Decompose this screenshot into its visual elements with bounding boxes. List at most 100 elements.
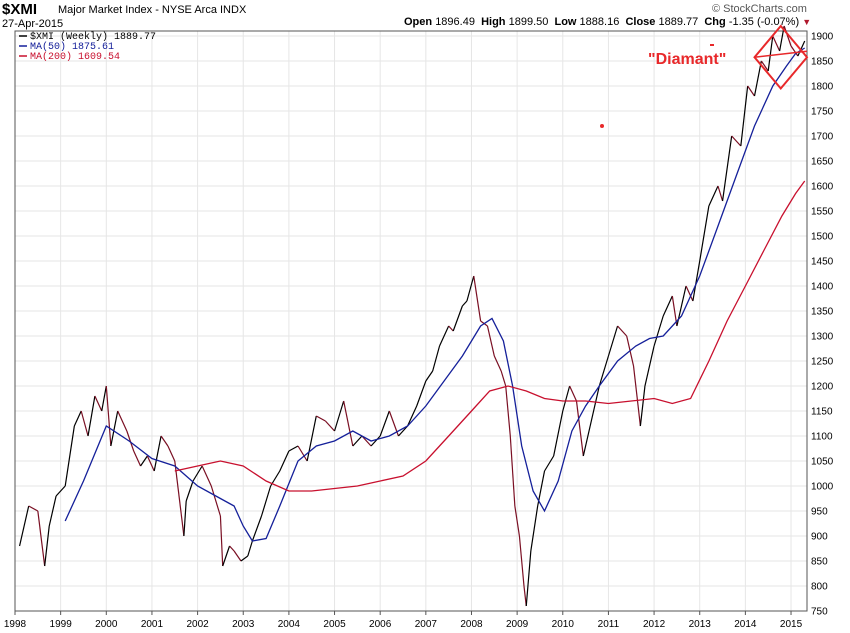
diamond-crossline bbox=[754, 50, 808, 58]
y-tick-label: 1250 bbox=[811, 357, 834, 368]
price-segment bbox=[146, 455, 155, 472]
price-segment bbox=[94, 395, 103, 412]
price-segment bbox=[767, 35, 774, 72]
price-segment bbox=[644, 345, 655, 387]
x-tick-label: 2010 bbox=[552, 619, 575, 630]
price-segment bbox=[64, 425, 75, 487]
legend-price: $XMI (Weekly) 1889.77 bbox=[30, 31, 156, 43]
y-tick-label: 1350 bbox=[811, 307, 834, 318]
x-tick-label: 2004 bbox=[278, 619, 301, 630]
y-tick-label: 750 bbox=[811, 607, 828, 618]
price-segment bbox=[333, 400, 345, 432]
price-segment bbox=[425, 370, 434, 382]
y-tick-label: 1450 bbox=[811, 257, 834, 268]
y-tick-label: 1300 bbox=[811, 332, 834, 343]
price-segment bbox=[544, 455, 555, 472]
price-segment bbox=[260, 485, 272, 517]
stockcharts-brand[interactable]: © StockCharts.com bbox=[712, 3, 807, 15]
price-segment bbox=[297, 445, 308, 462]
ma50-line bbox=[64, 47, 806, 542]
diamond-annotation: "Diamant" bbox=[600, 24, 809, 128]
close-value: 1889.77 bbox=[658, 16, 699, 28]
price-segment bbox=[493, 355, 502, 372]
x-tick-label: 2003 bbox=[232, 619, 255, 630]
price-segment bbox=[523, 585, 527, 607]
price-segment bbox=[28, 505, 39, 512]
x-tick-label: 2015 bbox=[780, 619, 803, 630]
price-segment bbox=[452, 305, 463, 332]
y-tick-label: 1650 bbox=[811, 157, 834, 168]
price-segment bbox=[55, 485, 66, 497]
price-segment bbox=[662, 295, 673, 317]
price-segment bbox=[438, 325, 450, 347]
price-segment bbox=[133, 450, 142, 467]
price-segment bbox=[73, 410, 82, 427]
price-segment bbox=[44, 525, 50, 567]
chart-legend: $XMI (Weekly) 1889.77 MA(50) 1875.61 MA(… bbox=[19, 31, 156, 63]
x-tick-label: 2008 bbox=[460, 619, 483, 630]
price-segment bbox=[740, 85, 749, 147]
price-segment bbox=[117, 410, 128, 432]
price-segment bbox=[37, 510, 46, 567]
chart-date: 27-Apr-2015 bbox=[2, 18, 64, 30]
low-label: Low bbox=[554, 16, 577, 28]
down-arrow-icon: ▼ bbox=[802, 17, 812, 27]
price-segment bbox=[783, 25, 792, 47]
price-segment bbox=[201, 465, 212, 487]
price-segment bbox=[685, 285, 694, 302]
quote-bar: Open 1896.49 High 1899.50 Low 1888.16 Cl… bbox=[404, 16, 811, 28]
y-tick-label: 950 bbox=[811, 507, 828, 518]
price-segment bbox=[708, 185, 719, 207]
x-tick-label: 2002 bbox=[186, 619, 209, 630]
price-segment bbox=[407, 405, 418, 427]
y-tick-label: 900 bbox=[811, 532, 828, 543]
open-value: 1896.49 bbox=[435, 16, 475, 28]
diamant-label: "Diamant" bbox=[648, 51, 726, 68]
price-segment bbox=[653, 315, 664, 347]
price-segment bbox=[699, 205, 710, 262]
price-segment bbox=[692, 260, 701, 302]
symbol: $XMI bbox=[2, 1, 38, 18]
price-segment bbox=[288, 445, 299, 452]
x-tick-label: 2012 bbox=[643, 619, 666, 630]
diamond-shape bbox=[753, 24, 809, 91]
y-tick-label: 1200 bbox=[811, 382, 834, 393]
x-tick-label: 2007 bbox=[415, 619, 438, 630]
price-segment bbox=[87, 395, 96, 437]
price-segment bbox=[790, 45, 799, 57]
price-segment bbox=[251, 515, 263, 542]
price-segment bbox=[279, 450, 290, 472]
price-segment bbox=[486, 325, 495, 357]
legend-ma50: MA(50) 1875.61 bbox=[30, 41, 114, 53]
price-segment bbox=[518, 535, 525, 587]
price-segment bbox=[352, 435, 363, 447]
index-name: Major Market Index - NYSE Arca INDX bbox=[58, 4, 247, 16]
price-segment bbox=[80, 410, 89, 437]
price-segment bbox=[18, 505, 30, 547]
open-label: Open bbox=[404, 16, 433, 28]
price-segment bbox=[343, 400, 354, 447]
price-segment bbox=[416, 380, 427, 407]
price-segment bbox=[361, 435, 372, 447]
chart-grid bbox=[14, 31, 807, 612]
close-label: Close bbox=[625, 16, 656, 28]
price-segment bbox=[160, 435, 169, 447]
price-segment bbox=[306, 415, 317, 462]
y-tick-label: 1750 bbox=[811, 107, 834, 118]
x-tick-label: 2005 bbox=[323, 619, 346, 630]
y-tick-label: 1800 bbox=[811, 82, 834, 93]
price-segment bbox=[110, 410, 119, 447]
price-segment bbox=[760, 60, 769, 72]
x-tick-label: 2013 bbox=[689, 619, 712, 630]
price-segment bbox=[240, 555, 249, 562]
x-tick-label: 1998 bbox=[4, 619, 27, 630]
price-segment bbox=[192, 465, 203, 482]
price-segment bbox=[575, 400, 584, 457]
price-segment bbox=[473, 275, 482, 322]
price-segment bbox=[607, 325, 619, 357]
y-tick-label: 1050 bbox=[811, 457, 834, 468]
price-segment bbox=[569, 385, 578, 402]
price-segment bbox=[772, 35, 781, 52]
price-segment bbox=[219, 515, 224, 567]
